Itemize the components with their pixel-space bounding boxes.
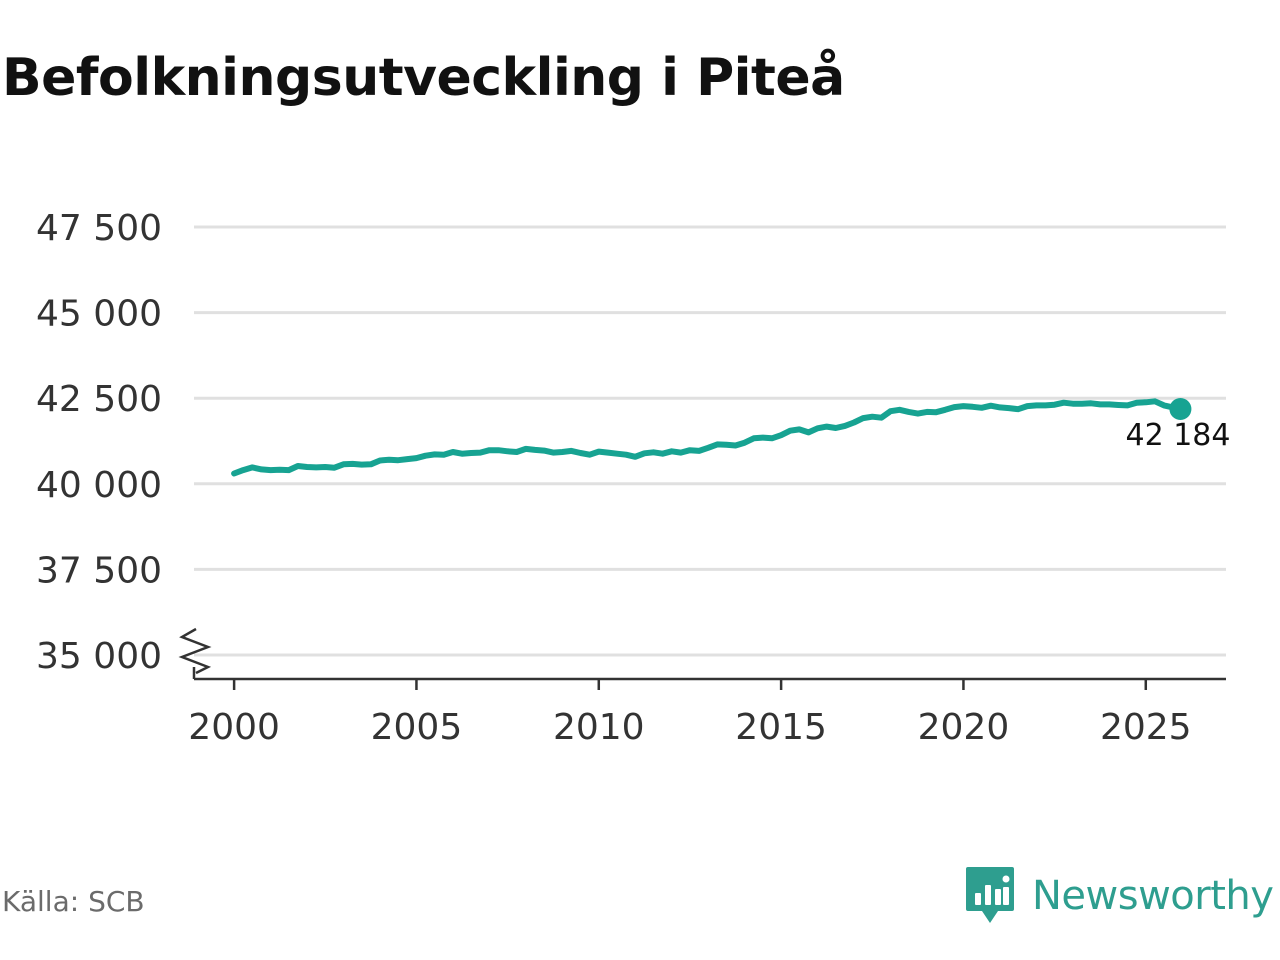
series-line	[231, 398, 1184, 477]
y-tick-label: 40 000	[36, 465, 162, 506]
x-axis: 2000 2005 2010 2015 2020 2025	[178, 627, 1226, 748]
y-tick-label: 37 500	[36, 550, 162, 591]
chart-title: Befolkningsutveckling i Piteå	[2, 48, 845, 108]
x-tick-label: 2025	[1100, 707, 1192, 748]
x-tick-label: 2015	[735, 707, 827, 748]
x-tick-label: 2010	[553, 707, 645, 748]
x-tick-label: 2005	[371, 707, 463, 748]
y-tick-label: 45 000	[36, 294, 162, 335]
y-tick-label: 47 500	[36, 208, 162, 249]
x-tick-label: 2000	[188, 707, 280, 748]
y-tick-label: 35 000	[36, 636, 162, 677]
brand-name: Newsworthy	[1032, 873, 1274, 919]
source-label: Källa: SCB	[2, 885, 145, 918]
grid-lines	[194, 225, 1226, 657]
end-value-label: 42 184	[1126, 418, 1231, 453]
end-point-marker	[1169, 398, 1192, 421]
newsworthy-logo-icon	[966, 867, 1014, 923]
y-tick-label: 42 500	[36, 379, 162, 420]
series-layer: 42 184	[231, 398, 1231, 477]
x-tick-label: 2020	[918, 707, 1010, 748]
y-axis-tick-labels: 35 000 37 500 40 000 42 500 45 000 47 500	[36, 208, 162, 677]
axis-break-icon	[178, 627, 212, 675]
brand[interactable]: Newsworthy	[964, 864, 1274, 928]
